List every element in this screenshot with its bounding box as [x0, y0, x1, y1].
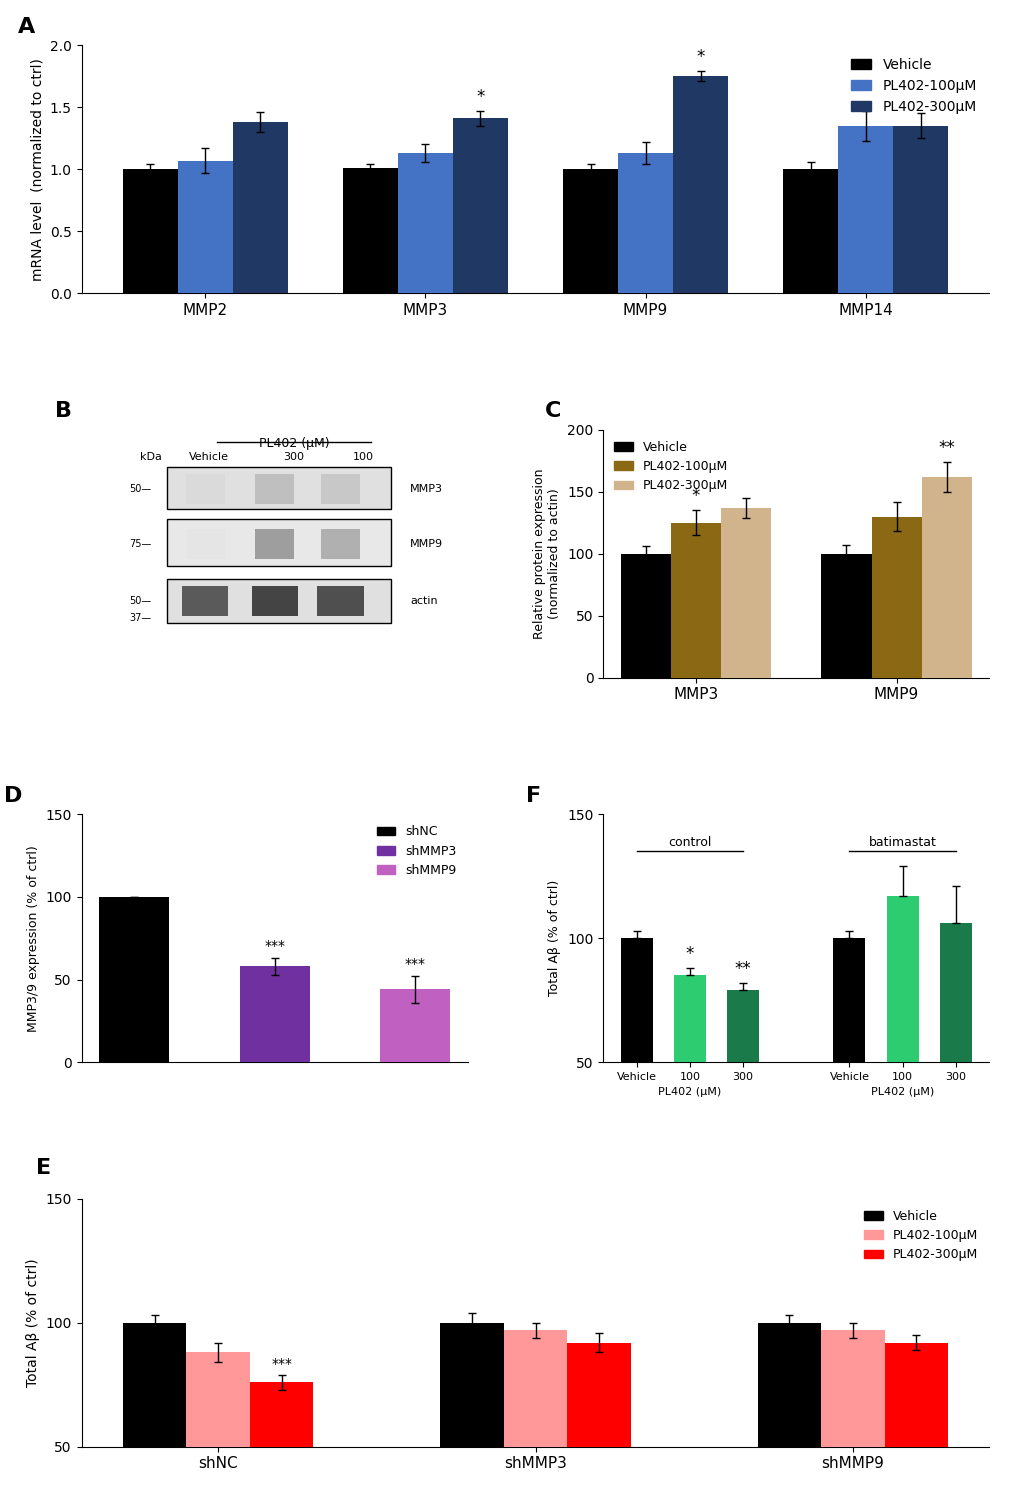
Text: **: **	[734, 960, 751, 978]
Bar	[186, 1352, 250, 1507]
Text: 37—: 37—	[128, 613, 151, 624]
Bar	[255, 529, 293, 559]
Bar	[321, 475, 360, 505]
Text: 300: 300	[283, 452, 305, 463]
Y-axis label: Total Aβ (% of ctrl): Total Aβ (% of ctrl)	[25, 1258, 40, 1386]
Bar	[838, 125, 893, 294]
Text: E: E	[37, 1157, 51, 1178]
Y-axis label: MMP3/9 expression (% of ctrl): MMP3/9 expression (% of ctrl)	[26, 845, 40, 1032]
Bar	[177, 161, 232, 294]
Y-axis label: mRNA level  (normalized to ctrl): mRNA level (normalized to ctrl)	[31, 57, 44, 280]
Text: PL402 (μM): PL402 (μM)	[657, 1087, 720, 1097]
Bar	[185, 475, 224, 505]
Text: C: C	[544, 401, 561, 422]
Bar	[99, 897, 169, 1062]
Bar	[321, 529, 360, 559]
Text: *: *	[685, 945, 693, 963]
Text: MMP9: MMP9	[410, 540, 442, 549]
Text: **: **	[937, 439, 954, 457]
Text: actin: actin	[410, 595, 437, 606]
Text: Vehicle: Vehicle	[189, 452, 229, 463]
Bar	[620, 553, 671, 678]
Text: A: A	[18, 17, 36, 36]
Bar	[883, 1343, 948, 1507]
Text: *: *	[476, 87, 484, 105]
Text: D: D	[4, 785, 22, 806]
Legend: Vehicle, PL402-100μM, PL402-300μM: Vehicle, PL402-100μM, PL402-300μM	[858, 1206, 982, 1266]
Bar	[122, 169, 177, 294]
Bar	[503, 1331, 567, 1507]
Legend: Vehicle, PL402-100μM, PL402-300μM: Vehicle, PL402-100μM, PL402-300μM	[844, 53, 981, 119]
Bar	[397, 154, 452, 294]
Text: F: F	[526, 785, 540, 806]
Bar	[122, 1323, 186, 1507]
Bar	[820, 1331, 883, 1507]
Bar	[833, 939, 864, 1186]
Bar	[671, 523, 720, 678]
Text: batimastat: batimastat	[868, 836, 935, 848]
Bar	[185, 529, 224, 559]
Bar	[870, 517, 921, 678]
Bar	[239, 966, 310, 1062]
Bar	[232, 122, 287, 294]
Bar	[166, 579, 390, 624]
Y-axis label: Relative protein expression
(normalized to actin): Relative protein expression (normalized …	[533, 469, 560, 639]
Text: 100: 100	[353, 452, 374, 463]
Bar	[562, 169, 618, 294]
Bar	[720, 508, 770, 678]
Bar	[938, 924, 971, 1186]
Text: ***: ***	[405, 957, 425, 972]
Text: ***: ***	[264, 939, 285, 952]
Y-axis label: Total Aβ (% of ctrl): Total Aβ (% of ctrl)	[548, 880, 560, 996]
Bar	[567, 1343, 630, 1507]
Bar	[250, 1382, 313, 1507]
Text: B: B	[54, 401, 71, 422]
Bar	[886, 897, 918, 1186]
Bar	[674, 975, 705, 1186]
Bar	[620, 939, 652, 1186]
Bar	[921, 476, 971, 678]
Bar	[727, 990, 758, 1186]
Bar	[618, 154, 673, 294]
Bar	[893, 125, 948, 294]
Bar	[452, 119, 507, 294]
Bar	[380, 990, 450, 1062]
Bar	[783, 169, 838, 294]
Text: PL402 (μM): PL402 (μM)	[870, 1087, 933, 1097]
Text: 75—: 75—	[128, 540, 151, 549]
Text: ***: ***	[271, 1358, 291, 1371]
Bar	[255, 475, 293, 505]
Bar	[342, 167, 397, 294]
Text: control: control	[667, 836, 711, 848]
Legend: Vehicle, PL402-100μM, PL402-300μM: Vehicle, PL402-100μM, PL402-300μM	[608, 436, 733, 497]
Text: 50—: 50—	[128, 595, 151, 606]
Bar	[673, 77, 728, 294]
Bar	[317, 586, 363, 616]
Bar	[440, 1323, 503, 1507]
Bar	[820, 553, 870, 678]
Bar	[181, 586, 228, 616]
Text: PL402 (μM): PL402 (μM)	[259, 437, 329, 451]
Bar	[166, 467, 390, 509]
Text: *: *	[696, 48, 704, 66]
Legend: shNC, shMMP3, shMMP9: shNC, shMMP3, shMMP9	[371, 820, 462, 882]
Text: kDa: kDa	[140, 452, 162, 463]
Bar	[252, 586, 298, 616]
Text: 50—: 50—	[128, 484, 151, 494]
Text: *: *	[691, 487, 699, 505]
Text: MMP3: MMP3	[410, 484, 442, 494]
Bar	[757, 1323, 820, 1507]
Bar	[166, 518, 390, 567]
